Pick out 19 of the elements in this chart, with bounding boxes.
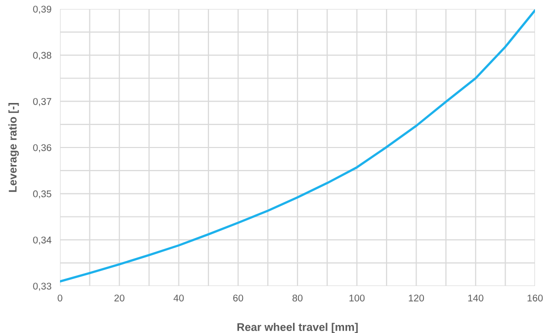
y-axis-title: Leverage ratio [-] — [8, 103, 19, 192]
y-tick-label: 0,36 — [33, 144, 52, 152]
x-tick-label: 80 — [292, 294, 303, 302]
x-tick-label: 60 — [233, 294, 244, 302]
x-tick-label: 120 — [408, 294, 424, 302]
x-tick-label: 160 — [528, 294, 543, 302]
x-tick-label: 0 — [58, 294, 62, 302]
line-series — [60, 9, 535, 282]
x-tick-label: 100 — [350, 294, 365, 302]
x-axis-title: Rear wheel travel [mm] — [237, 322, 358, 333]
x-tick-label: 20 — [114, 294, 124, 302]
y-tick-label: 0,38 — [33, 52, 52, 60]
y-tick-label: 0,35 — [33, 190, 52, 198]
y-tick-label: 0,33 — [33, 282, 52, 291]
y-tick-label: 0,34 — [33, 236, 52, 245]
x-tick-label: 140 — [468, 294, 484, 302]
x-tick-label: 40 — [174, 294, 184, 302]
y-tick-label: 0,37 — [33, 98, 52, 106]
y-tick-label: 0,39 — [33, 6, 52, 14]
